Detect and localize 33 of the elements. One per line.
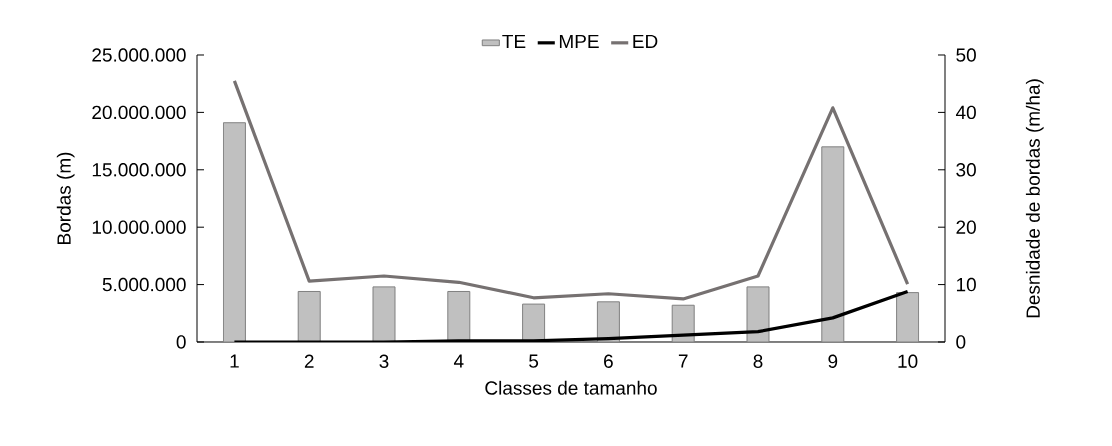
x-tick-label: 10	[898, 354, 918, 368]
legend-label: MPE	[559, 34, 599, 48]
y-tick-label: 25.000.000	[92, 48, 186, 62]
x-tick-label: 7	[678, 354, 688, 368]
y-tick-label: 20.000.000	[92, 105, 186, 120]
legend-label: TE	[502, 34, 526, 48]
y2-tick-label: 30	[956, 163, 976, 177]
y-tick-label: 5.000.000	[102, 277, 186, 292]
x-tick-label: 3	[379, 354, 389, 368]
y2-tick-label: 0	[956, 335, 966, 349]
x-axis-title: Classes de tamanho	[485, 380, 657, 395]
y2-tick-label: 50	[956, 48, 976, 62]
y2-axis-title: Desnidade de bordas (m/ha)	[1025, 79, 1044, 318]
bar	[297, 290, 321, 342]
x-tick-label: 5	[529, 354, 539, 368]
y-tick-label: 15.000.000	[92, 163, 186, 177]
y-tick-label: 0	[176, 335, 186, 349]
x-tick-label: 4	[453, 354, 464, 368]
legend-label: ED	[633, 34, 658, 48]
y2-tick-label: 20	[956, 220, 976, 234]
x-tick-label: 9	[828, 354, 838, 368]
y-axis-title: Bordas (m)	[56, 152, 75, 244]
x-tick-label: 6	[604, 354, 613, 368]
bar	[896, 292, 920, 342]
x-tick-label: 8	[753, 354, 763, 368]
x-tick-label: 1	[230, 354, 239, 368]
x-tick-label: 2	[304, 354, 314, 368]
line-series	[232, 79, 910, 301]
bar	[821, 146, 845, 342]
y2-tick-label: 40	[955, 105, 976, 120]
bar	[222, 122, 246, 342]
y-tick-label: 10.000.000	[92, 220, 186, 234]
y2-tick-label: 10	[956, 277, 976, 292]
